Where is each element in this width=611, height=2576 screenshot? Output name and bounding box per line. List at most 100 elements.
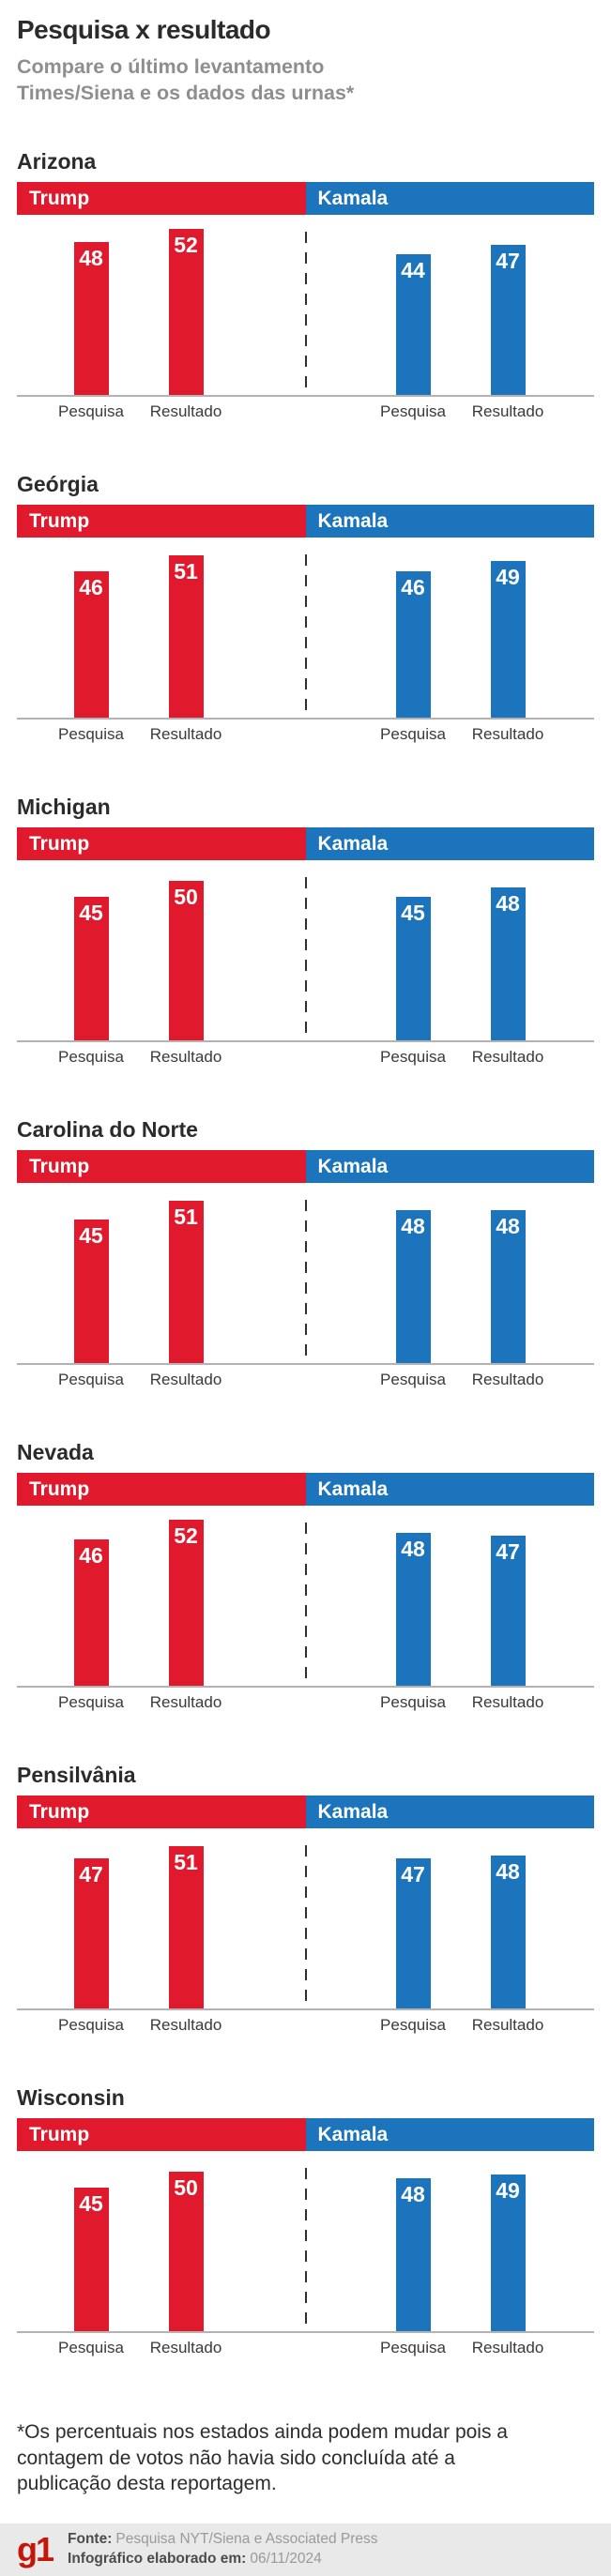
chart-baseline bbox=[17, 2331, 594, 2334]
kamala-pesquisa-bar: 46 bbox=[371, 570, 455, 719]
chart-baseline bbox=[17, 718, 594, 720]
axis-label-resultado: Resultado bbox=[471, 1048, 544, 1067]
kamala-label: Kamala bbox=[317, 2123, 389, 2145]
kamala-header-bar: Kamala bbox=[305, 182, 594, 216]
kamala-label: Kamala bbox=[317, 832, 389, 855]
bar-chart: 46 51 46 49 bbox=[17, 538, 594, 719]
bar-chart: 48 52 44 47 bbox=[17, 215, 594, 396]
bar-value: 51 bbox=[174, 1849, 198, 1874]
bar-value: 46 bbox=[79, 574, 103, 599]
trump-label: Trump bbox=[29, 1155, 90, 1177]
axis-label-resultado: Resultado bbox=[471, 2016, 544, 2035]
state-sections: Arizona Trump Kamala 48 52 44 47 Pesquisa Re… bbox=[17, 149, 594, 2365]
kamala-label: Kamala bbox=[317, 187, 389, 209]
axis-label-resultado: Resultado bbox=[471, 1693, 544, 1712]
state-section: Michigan Trump Kamala 45 50 45 48 Pesquisa R… bbox=[17, 795, 594, 1074]
bar-chart: 47 51 47 48 bbox=[17, 1828, 594, 2009]
axis-label-pesquisa: Pesquisa bbox=[380, 1048, 446, 1067]
kamala-resultado-bar: 49 bbox=[466, 561, 550, 719]
state-section: Wisconsin Trump Kamala 45 50 48 49 Pesquisa… bbox=[17, 2085, 594, 2365]
dashed-divider bbox=[305, 554, 307, 719]
bar-value: 52 bbox=[174, 1523, 198, 1549]
bar-value: 45 bbox=[79, 2191, 103, 2217]
kamala-pesquisa-bar: 47 bbox=[371, 1858, 455, 2009]
page-subtitle: Compare o último levantamento Times/Sien… bbox=[17, 55, 355, 104]
bar-value: 49 bbox=[496, 565, 520, 590]
state-section: Arizona Trump Kamala 48 52 44 47 Pesquisa Re… bbox=[17, 149, 594, 429]
kamala-label: Kamala bbox=[317, 1800, 389, 1823]
trump-header-bar: Trump bbox=[17, 505, 306, 538]
bar-value: 51 bbox=[174, 558, 198, 583]
bar-value: 44 bbox=[401, 258, 425, 283]
candidate-header-row: Trump Kamala bbox=[17, 1796, 594, 1829]
kamala-resultado-bar: 47 bbox=[466, 1536, 550, 1687]
kamala-pesquisa-bar: 48 bbox=[371, 1209, 455, 1364]
trump-label: Trump bbox=[29, 832, 90, 855]
axis-label-pesquisa: Pesquisa bbox=[380, 2016, 446, 2035]
axis-label-pesquisa: Pesquisa bbox=[58, 2339, 124, 2357]
bar-value: 48 bbox=[401, 1536, 425, 1561]
candidate-header-row: Trump Kamala bbox=[17, 1150, 594, 1184]
chart-baseline bbox=[17, 1363, 594, 1366]
footnote: *Os percentuais nos estados ainda podem … bbox=[17, 2421, 508, 2495]
kamala-resultado-bar: 48 bbox=[466, 1855, 550, 2009]
bar-value: 48 bbox=[496, 1858, 520, 1884]
infographic-page: Pesquisa x resultado Compare o último le… bbox=[17, 15, 594, 2495]
axis-label-pesquisa: Pesquisa bbox=[380, 2339, 446, 2357]
dashed-divider bbox=[305, 1200, 307, 1364]
axis-labels-row: Pesquisa Resultado Pesquisa Resultado bbox=[17, 725, 594, 751]
axis-labels-row: Pesquisa Resultado Pesquisa Resultado bbox=[17, 1371, 594, 1397]
axis-label-resultado: Resultado bbox=[149, 402, 222, 421]
axis-labels-row: Pesquisa Resultado Pesquisa Resultado bbox=[17, 402, 594, 429]
bar-value: 47 bbox=[496, 1539, 520, 1565]
candidate-header-row: Trump Kamala bbox=[17, 182, 594, 216]
axis-label-pesquisa: Pesquisa bbox=[380, 1371, 446, 1389]
kamala-header-bar: Kamala bbox=[305, 1150, 594, 1184]
axis-label-resultado: Resultado bbox=[471, 2339, 544, 2357]
footer-bar: g1 Fonte: Pesquisa NYT/Siena e Associated… bbox=[0, 2523, 611, 2576]
trump-header-bar: Trump bbox=[17, 182, 306, 216]
candidate-header-row: Trump Kamala bbox=[17, 1473, 594, 1507]
kamala-header-bar: Kamala bbox=[305, 505, 594, 538]
kamala-resultado-bar: 47 bbox=[466, 245, 550, 396]
state-section: Pensilvânia Trump Kamala 47 51 47 48 Pesqui… bbox=[17, 1763, 594, 2042]
page-title: Pesquisa x resultado bbox=[17, 15, 271, 44]
kamala-label: Kamala bbox=[317, 1477, 389, 1500]
chart-baseline bbox=[17, 395, 594, 398]
state-title: Arizona bbox=[17, 149, 97, 174]
date-line: Infográfico elaborado em: 06/11/2024 bbox=[68, 2550, 378, 2569]
state-title: Nevada bbox=[17, 1440, 94, 1465]
chart-baseline bbox=[17, 1040, 594, 1043]
bar-value: 50 bbox=[174, 2175, 198, 2201]
trump-resultado-bar: 51 bbox=[144, 554, 228, 719]
candidate-header-row: Trump Kamala bbox=[17, 827, 594, 861]
bar-chart: 45 51 48 48 bbox=[17, 1183, 594, 1364]
axis-label-resultado: Resultado bbox=[471, 725, 544, 744]
kamala-pesquisa-bar: 48 bbox=[371, 1532, 455, 1687]
state-title: Pensilvânia bbox=[17, 1763, 136, 1788]
trump-label: Trump bbox=[29, 1477, 90, 1500]
kamala-pesquisa-bar: 48 bbox=[371, 2177, 455, 2332]
state-section: Nevada Trump Kamala 46 52 48 47 Pesquisa Res… bbox=[17, 1440, 594, 1720]
axis-label-pesquisa: Pesquisa bbox=[58, 2016, 124, 2035]
bar-chart: 46 52 48 47 bbox=[17, 1506, 594, 1687]
axis-label-pesquisa: Pesquisa bbox=[380, 402, 446, 421]
trump-label: Trump bbox=[29, 2123, 90, 2145]
source-text: Pesquisa NYT/Siena e Associated Press bbox=[115, 2531, 378, 2548]
state-title: Geórgia bbox=[17, 472, 99, 497]
kamala-resultado-bar: 48 bbox=[466, 886, 550, 1041]
bar-value: 46 bbox=[401, 574, 425, 599]
axis-label-pesquisa: Pesquisa bbox=[380, 725, 446, 744]
trump-resultado-bar: 51 bbox=[144, 1845, 228, 2009]
state-title: Carolina do Norte bbox=[17, 1117, 198, 1143]
chart-baseline bbox=[17, 2008, 594, 2011]
trump-label: Trump bbox=[29, 509, 90, 532]
axis-label-resultado: Resultado bbox=[149, 2339, 222, 2357]
kamala-resultado-bar: 48 bbox=[466, 1209, 550, 1364]
bar-value: 49 bbox=[496, 2178, 520, 2204]
bar-value: 48 bbox=[401, 2181, 425, 2206]
trump-header-bar: Trump bbox=[17, 2118, 306, 2152]
trump-label: Trump bbox=[29, 187, 90, 209]
bar-value: 45 bbox=[79, 901, 103, 926]
axis-label-resultado: Resultado bbox=[149, 725, 222, 744]
